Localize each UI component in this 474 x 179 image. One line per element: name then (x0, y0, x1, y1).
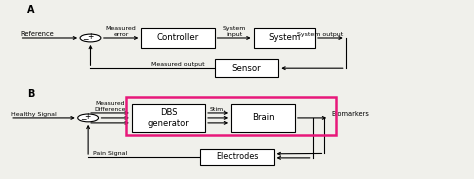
Circle shape (78, 114, 99, 122)
Text: Electrodes: Electrodes (216, 153, 258, 161)
Text: DBS
generator: DBS generator (147, 108, 189, 128)
Text: +: + (84, 112, 91, 121)
Text: Measured
Difference: Measured Difference (94, 101, 126, 112)
Text: Brain: Brain (252, 113, 274, 122)
Text: Biomarkers: Biomarkers (331, 111, 369, 117)
Text: System
input: System input (222, 26, 246, 37)
Bar (201, 149, 273, 165)
Bar (132, 104, 205, 132)
Text: Measured output: Measured output (152, 62, 205, 67)
Bar (254, 28, 315, 48)
Text: System: System (268, 33, 301, 42)
Text: Controller: Controller (157, 33, 199, 42)
Text: Pain Signal: Pain Signal (93, 151, 127, 156)
Bar (215, 59, 278, 77)
Text: Healthy Signal: Healthy Signal (11, 112, 57, 117)
Bar (126, 98, 336, 135)
Bar (231, 104, 295, 132)
Circle shape (80, 34, 101, 42)
Text: System output: System output (297, 32, 343, 37)
Text: A: A (27, 5, 34, 15)
Text: −: − (80, 116, 87, 125)
Text: +: + (87, 32, 93, 41)
Text: Stim.: Stim. (210, 107, 226, 112)
Text: Sensor: Sensor (232, 64, 261, 73)
Text: Reference: Reference (20, 31, 55, 37)
Text: −: − (82, 36, 89, 45)
Text: B: B (27, 89, 34, 99)
Bar (141, 28, 215, 48)
Text: Measured
error: Measured error (106, 26, 137, 37)
